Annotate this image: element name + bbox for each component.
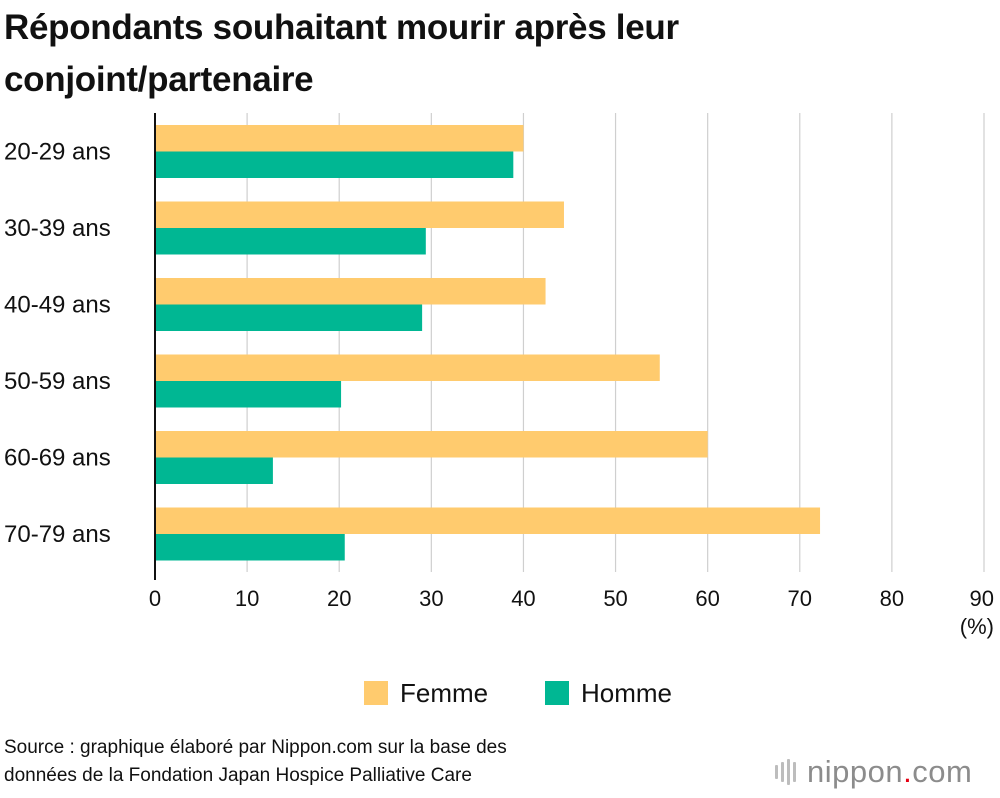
bar-femme — [155, 431, 708, 458]
bar-femme — [155, 278, 546, 305]
legend-item-homme: Homme — [545, 676, 672, 710]
chart-title: Répondants souhaitant mourir après leur … — [4, 8, 679, 99]
bar-femme — [155, 125, 524, 152]
legend-label-femme: Femme — [400, 677, 489, 708]
source-line-1: Source : graphique élaboré par Nippon.co… — [4, 737, 507, 758]
bar-homme — [155, 304, 423, 331]
nippon-logo: nippon.com — [775, 752, 972, 792]
category-label: 50-59 ans — [4, 368, 111, 395]
bar-homme — [155, 381, 342, 408]
bar-homme — [155, 228, 426, 255]
category-label: 70-79 ans — [4, 521, 111, 548]
legend-label-homme: Homme — [581, 677, 673, 708]
bar-femme — [155, 507, 821, 534]
category-label: 60-69 ans — [4, 445, 111, 472]
legend-swatch-homme — [545, 681, 569, 705]
x-tick-label: 60 — [695, 586, 719, 611]
legend-swatch-femme — [364, 681, 388, 705]
x-tick-label: 70 — [788, 586, 812, 611]
chart-legend: Femme Homme — [0, 676, 1000, 710]
bar-chart: 0 10 20 30 40 50 60 70 80 90 20-29 ans 30-39 ans 40-… — [4, 113, 994, 639]
x-tick-label: 50 — [603, 586, 627, 611]
source-note: Source : graphique élaboré par Nippon.co… — [4, 734, 744, 790]
x-tick-label: 90 — [970, 586, 994, 611]
x-tick-label: 80 — [880, 586, 904, 611]
bar-femme — [155, 201, 564, 228]
category-label: 20-29 ans — [4, 139, 111, 166]
x-axis-unit-label: (%) — [960, 614, 994, 639]
logo-text: nippon.com — [807, 754, 973, 789]
bar-homme — [155, 534, 345, 561]
x-tick-label: 20 — [327, 586, 351, 611]
legend-item-femme: Femme — [364, 676, 488, 710]
x-tick-label: 0 — [149, 586, 161, 611]
logo-bars-icon — [775, 759, 799, 785]
source-line-2: données de la Fondation Japan Hospice Pa… — [4, 765, 472, 786]
bar-homme — [155, 151, 514, 178]
category-label: 40-49 ans — [4, 292, 111, 319]
category-label: 30-39 ans — [4, 215, 111, 242]
x-tick-label: 30 — [419, 586, 443, 611]
x-tick-label: 10 — [235, 586, 259, 611]
bar-homme — [155, 457, 273, 484]
bar-femme — [155, 354, 660, 381]
x-tick-label: 40 — [511, 586, 535, 611]
